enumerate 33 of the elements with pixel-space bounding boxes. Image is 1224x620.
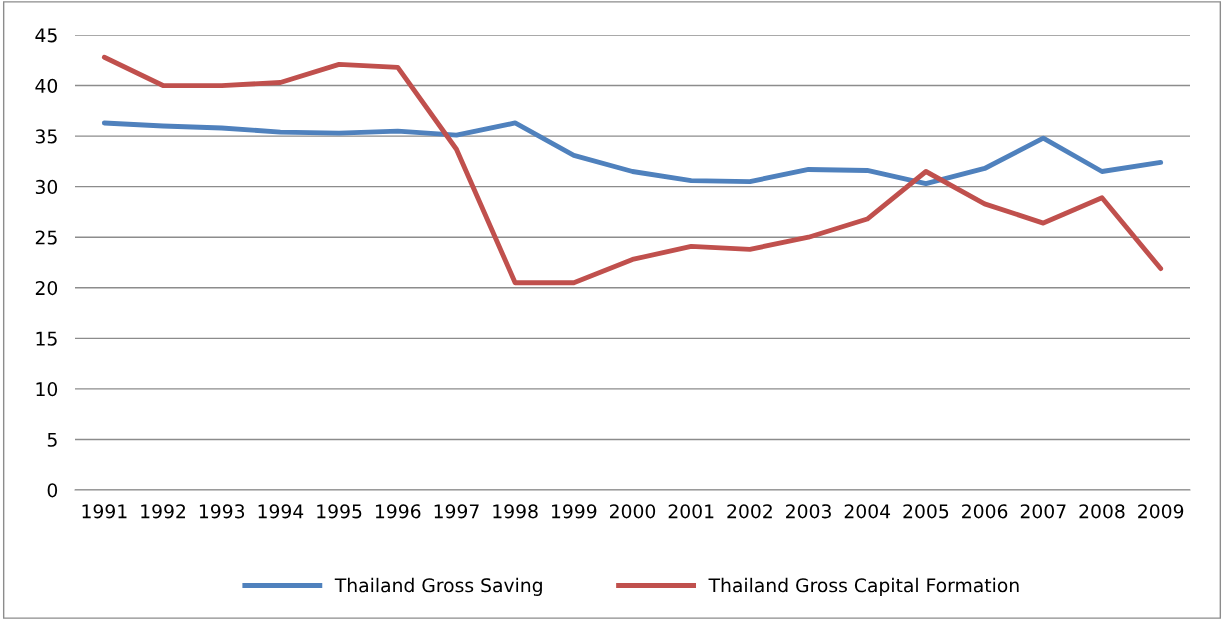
y-tick-label: 15 [36, 331, 57, 346]
y-tick-label: 45 [35, 28, 57, 43]
x-tick-label: 2000 [610, 504, 656, 519]
line-series [101, 120, 1164, 187]
y-tick-label: 25 [35, 230, 57, 245]
x-tick-label: 1994 [258, 504, 304, 519]
x-tick-label: 2008 [1079, 504, 1125, 519]
x-tick-label: 1996 [375, 504, 421, 519]
x-tick-label: 2007 [1020, 504, 1066, 519]
y-tick-label: 10 [36, 382, 58, 397]
y-tick-label: 0 [47, 483, 58, 498]
x-tick-label: 1997 [434, 504, 479, 519]
y-tick-label: 20 [35, 280, 58, 296]
line-series [101, 54, 1164, 286]
x-tick-label: 2003 [786, 504, 831, 519]
x-tick-label: 2004 [844, 504, 891, 519]
x-tick-label: 2001 [668, 504, 714, 519]
y-tick-label: 30 [35, 179, 58, 195]
x-tick-label: 2009 [1138, 504, 1184, 519]
x-tick-label: 1991 [82, 504, 127, 519]
x-tick-label: 1992 [141, 504, 186, 519]
y-tick-label: 5 [47, 432, 57, 447]
x-tick-label: 1993 [199, 504, 245, 519]
x-tick-label: 1995 [317, 504, 362, 519]
x-tick-label: 2005 [903, 504, 949, 519]
x-tick-label: 1999 [552, 504, 597, 519]
x-tick-label: 2006 [962, 504, 1008, 519]
x-tick-label: 1998 [493, 504, 538, 519]
x-tick-label: 2002 [727, 504, 772, 519]
y-tick-label: 40 [35, 78, 58, 93]
y-tick-label: 35 [35, 129, 57, 144]
legend-label: Thailand Gross Capital Formation [708, 577, 1019, 596]
legend-label: Thailand Gross Saving [334, 577, 542, 596]
